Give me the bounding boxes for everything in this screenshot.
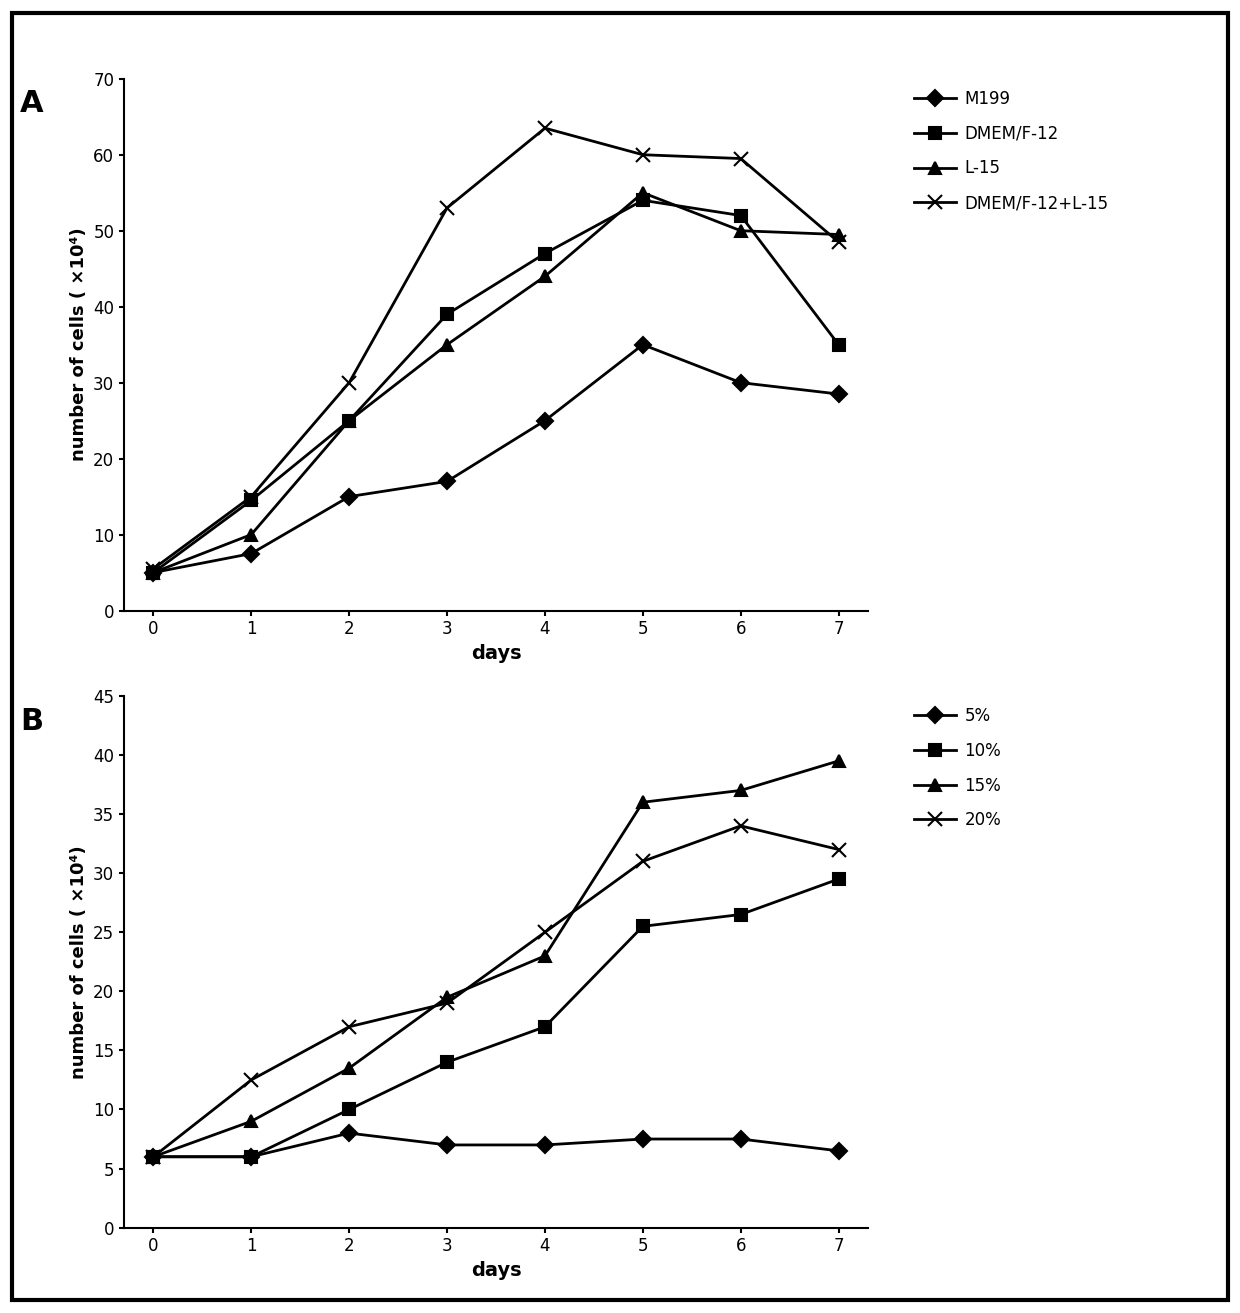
DMEM/F-12+L-15 — [342, 374, 357, 390]
DMEM/F-12 — [244, 492, 259, 508]
10% — [831, 872, 846, 888]
10% — [440, 1054, 455, 1070]
Y-axis label: number of cells ( ×10⁴): number of cells ( ×10⁴) — [69, 846, 88, 1078]
Text: A: A — [20, 89, 43, 118]
DMEM/F-12+L-15 — [244, 488, 259, 504]
DMEM/F-12 — [537, 246, 552, 261]
5% — [342, 1125, 357, 1141]
DMEM/F-12 — [146, 565, 161, 580]
Line: 5%: 5% — [148, 1128, 844, 1162]
M199 — [440, 474, 455, 490]
X-axis label: days: days — [471, 643, 521, 663]
15% — [342, 1061, 357, 1077]
DMEM/F-12 — [440, 306, 455, 322]
M199 — [342, 488, 357, 504]
15% — [537, 948, 552, 964]
15% — [635, 794, 650, 810]
15% — [733, 783, 748, 798]
20% — [244, 1071, 259, 1087]
5% — [635, 1130, 650, 1148]
M199 — [244, 546, 259, 562]
15% — [440, 990, 455, 1006]
L-15 — [635, 185, 650, 201]
DMEM/F-12 — [635, 193, 650, 209]
DMEM/F-12+L-15 — [146, 561, 161, 576]
L-15 — [440, 336, 455, 352]
5% — [733, 1130, 748, 1148]
15% — [831, 754, 846, 769]
DMEM/F-12+L-15 — [635, 147, 650, 163]
Legend: M199, DMEM/F-12, L-15, DMEM/F-12+L-15: M199, DMEM/F-12, L-15, DMEM/F-12+L-15 — [906, 81, 1117, 221]
5% — [440, 1137, 455, 1153]
10% — [733, 906, 748, 922]
M199 — [733, 374, 748, 390]
Y-axis label: number of cells ( ×10⁴): number of cells ( ×10⁴) — [69, 228, 88, 461]
DMEM/F-12 — [733, 207, 748, 223]
5% — [244, 1149, 259, 1165]
Text: B: B — [20, 706, 43, 735]
20% — [733, 818, 748, 834]
20% — [342, 1019, 357, 1035]
5% — [537, 1137, 552, 1153]
M199 — [635, 336, 650, 352]
20% — [440, 995, 455, 1011]
L-15 — [831, 227, 846, 243]
Legend: 5%, 10%, 15%, 20%: 5%, 10%, 15%, 20% — [906, 699, 1009, 838]
20% — [831, 842, 846, 857]
L-15 — [342, 412, 357, 428]
L-15 — [537, 268, 552, 284]
Line: L-15: L-15 — [148, 186, 844, 579]
DMEM/F-12+L-15 — [440, 200, 455, 215]
10% — [244, 1149, 259, 1165]
Line: DMEM/F-12+L-15: DMEM/F-12+L-15 — [146, 121, 846, 575]
5% — [146, 1149, 161, 1165]
DMEM/F-12+L-15 — [733, 151, 748, 167]
20% — [146, 1149, 161, 1165]
L-15 — [146, 565, 161, 580]
10% — [537, 1019, 552, 1035]
Line: 15%: 15% — [148, 755, 844, 1163]
Line: M199: M199 — [148, 339, 844, 578]
M199 — [537, 412, 552, 428]
X-axis label: days: days — [471, 1260, 521, 1280]
Line: DMEM/F-12: DMEM/F-12 — [148, 194, 844, 578]
Line: 10%: 10% — [148, 873, 844, 1162]
20% — [635, 853, 650, 869]
20% — [537, 924, 552, 940]
15% — [244, 1113, 259, 1129]
10% — [146, 1149, 161, 1165]
DMEM/F-12+L-15 — [831, 234, 846, 249]
10% — [342, 1102, 357, 1117]
10% — [635, 919, 650, 935]
5% — [831, 1142, 846, 1158]
M199 — [146, 565, 161, 580]
DMEM/F-12 — [342, 412, 357, 428]
DMEM/F-12 — [831, 336, 846, 352]
Line: 20%: 20% — [146, 819, 846, 1163]
L-15 — [733, 223, 748, 239]
M199 — [831, 386, 846, 402]
15% — [146, 1149, 161, 1165]
DMEM/F-12+L-15 — [537, 121, 552, 137]
L-15 — [244, 527, 259, 542]
